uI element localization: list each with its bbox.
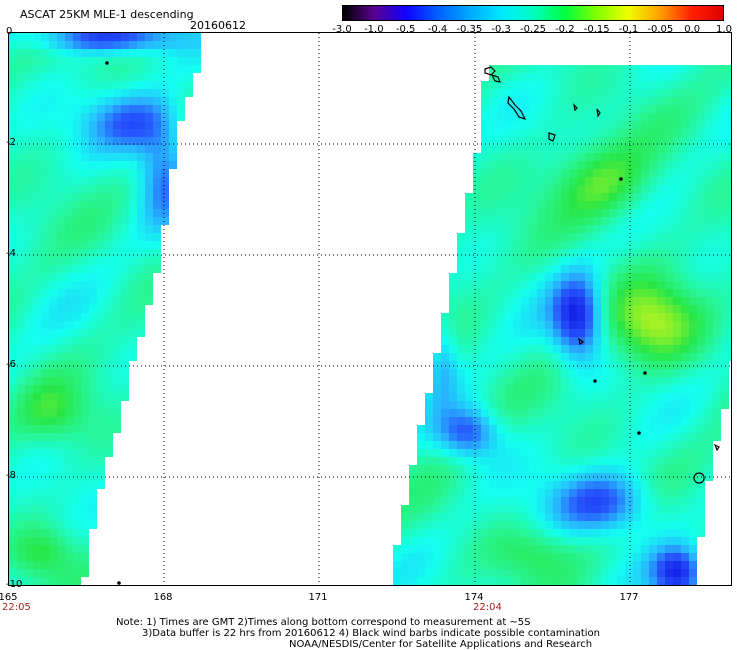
map-date: 20160612 — [190, 19, 246, 32]
lon-label-168: 168 — [153, 592, 173, 603]
map-plot — [8, 32, 732, 586]
colorbar-label: -0.4 — [427, 24, 448, 35]
lat-label-10: -10 — [6, 579, 23, 590]
lat-label-2: -2 — [6, 137, 16, 148]
lon-label-171: 171 — [308, 592, 328, 603]
colorbar — [342, 5, 724, 21]
note-line-3: NOAA/NESDIS/Center for Satellite Applica… — [289, 639, 593, 650]
colorbar-label: 0.0 — [684, 24, 701, 35]
colorbar-label: -1.0 — [364, 24, 384, 35]
lat-label-6: -6 — [6, 359, 16, 370]
lon-label-177: 177 — [619, 592, 639, 603]
colorbar-label: -0.2 — [555, 24, 575, 35]
note-line-1: Note: 1) Times are GMT 2)Times along bot… — [116, 617, 531, 628]
colorbar-label: -0.1 — [618, 24, 639, 35]
swath-map — [9, 33, 731, 585]
graticule — [9, 33, 731, 585]
lon-label-165: 165 — [0, 592, 18, 603]
colorbar-label: -0.15 — [583, 24, 610, 35]
scatterometer-swaths — [9, 33, 731, 585]
colorbar-label: -0.35 — [456, 24, 483, 35]
pass-time-left: 22:05 — [2, 602, 31, 613]
colorbar-label: -0.05 — [647, 24, 674, 35]
lat-label-0: 0 — [6, 26, 13, 37]
lat-label-4: -4 — [6, 248, 16, 259]
colorbar-label: 1.0 — [716, 24, 732, 35]
colorbar-label: -3.0 — [332, 24, 352, 35]
lat-label-8: -8 — [6, 470, 16, 481]
pass-time-right: 22:04 — [473, 602, 502, 613]
map-title: ASCAT 25KM MLE-1 descending — [20, 8, 194, 21]
colorbar-label: -0.5 — [395, 24, 416, 35]
colorbar-label: -0.3 — [491, 24, 511, 35]
coastlines — [105, 61, 720, 585]
lon-label-174: 174 — [464, 592, 484, 603]
note-line-2: 3)Data buffer is 22 hrs from 20160612 4)… — [142, 628, 600, 639]
colorbar-label: -0.25 — [520, 24, 546, 35]
